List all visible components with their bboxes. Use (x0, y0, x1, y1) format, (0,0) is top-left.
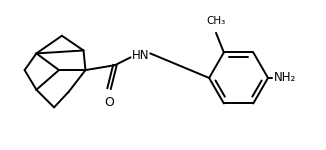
Text: NH₂: NH₂ (274, 71, 296, 84)
Text: HN: HN (132, 49, 149, 62)
Text: O: O (104, 96, 114, 109)
Text: CH₃: CH₃ (206, 16, 226, 26)
